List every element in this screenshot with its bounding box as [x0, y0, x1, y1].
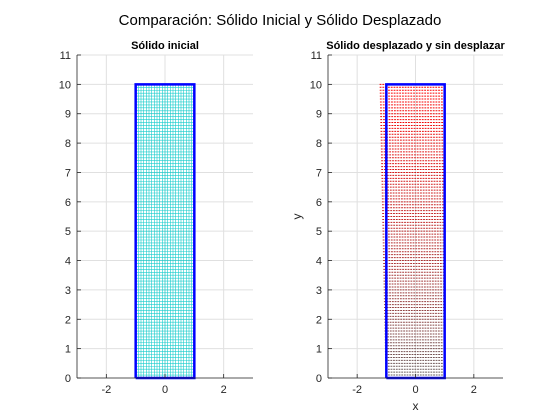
- y-tick-label: 11: [311, 50, 322, 62]
- y-tick-label: 4: [316, 256, 322, 268]
- y-tick-label: 2: [65, 314, 71, 326]
- axes-2: -2 0 2 0 1 2 3 4 5 6 7 8 9 10 11 Sólido desplazado y si…: [290, 40, 505, 413]
- x-tick-label: 2: [221, 384, 227, 396]
- y-tick-label: 3: [65, 285, 71, 297]
- y-tick-label: 0: [316, 373, 322, 385]
- y-tick-label: 4: [65, 256, 71, 268]
- figure-suptitle: Comparación: Sólido Inicial y Sólido Des…: [119, 12, 442, 29]
- y-tick-label: 8: [316, 138, 322, 150]
- x-tick-label: 0: [412, 384, 418, 396]
- axes-title: Sólido desplazado y sin desplazar: [326, 40, 505, 52]
- y-tick-label: 5: [65, 226, 71, 238]
- y-tick-label: 3: [316, 285, 322, 297]
- x-tick-label: -2: [352, 384, 362, 396]
- y-tick-label: 11: [60, 50, 71, 62]
- y-tick-label: 9: [65, 109, 71, 121]
- y-tick-label: 2: [316, 314, 322, 326]
- x-tick-label: -2: [101, 384, 111, 396]
- y-tick-label: 1: [316, 344, 322, 356]
- y-tick-label: 1: [65, 344, 71, 356]
- y-tick-label: 6: [65, 197, 71, 209]
- mesh-points: [379, 83, 446, 379]
- y-axis-label: y: [290, 214, 304, 220]
- y-tick-label: 7: [316, 167, 322, 179]
- mesh-points: [135, 84, 195, 379]
- y-tick-label: 5: [316, 226, 322, 238]
- x-tick-label: 2: [471, 384, 477, 396]
- mesh-lines: [135, 84, 195, 379]
- y-tick-label: 0: [65, 373, 71, 385]
- axes-1: -2 0 2 0 1 2 3 4 5 6 7 8 9 10 11 Sólido inicial: [59, 40, 253, 396]
- y-tick-label: 7: [65, 167, 71, 179]
- y-tick-label: 10: [59, 79, 71, 91]
- y-tick-label: 6: [316, 197, 322, 209]
- x-tick-label: 0: [162, 384, 168, 396]
- y-tick-label: 9: [316, 109, 322, 121]
- y-tick-label: 8: [65, 138, 71, 150]
- x-axis-label: x: [413, 399, 419, 413]
- axes-title: Sólido inicial: [131, 40, 199, 52]
- y-tick-label: 10: [310, 79, 322, 91]
